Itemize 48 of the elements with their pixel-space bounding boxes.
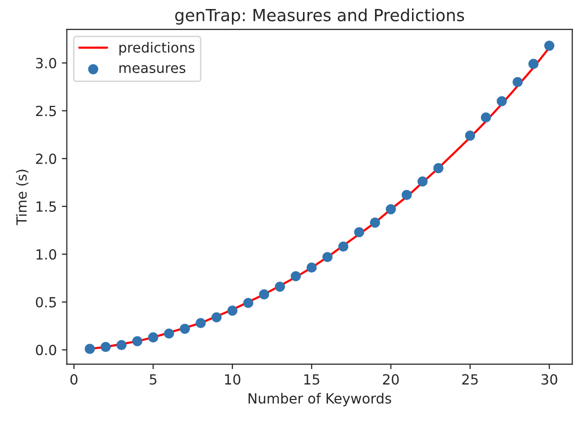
point (259, 289, 270, 300)
point (417, 176, 428, 187)
point (464, 130, 476, 141)
point (274, 282, 286, 292)
x-tick-label: 10 (225, 374, 240, 385)
point (227, 306, 238, 316)
point (402, 190, 412, 200)
x-axis-title: Number of Keywords (248, 392, 392, 406)
y-tick-label: 3.0 (36, 58, 56, 68)
chart-title: genTrap: Measures and Predictions (175, 8, 464, 25)
point (290, 271, 301, 282)
point (496, 96, 507, 106)
point (196, 318, 206, 328)
point (243, 298, 254, 308)
point (528, 58, 539, 69)
point (370, 218, 380, 228)
point (211, 312, 222, 322)
y-axis-title: Time (s) (16, 170, 28, 226)
point (164, 328, 174, 339)
point (338, 241, 348, 252)
point (132, 336, 142, 346)
x-tick-label: 25 (462, 374, 478, 385)
x-tick-label: 30 (542, 374, 558, 385)
x-tick-label: 0 (70, 374, 78, 385)
y-tick-label: 2.0 (36, 154, 56, 164)
point (354, 227, 364, 238)
y-tick-label: 1.5 (36, 202, 56, 212)
y-tick-label: 1.0 (36, 249, 56, 260)
y-tick-label: 0.0 (36, 344, 56, 356)
point (306, 262, 317, 273)
point (148, 332, 158, 342)
point (480, 112, 492, 123)
point (433, 163, 444, 174)
point (512, 76, 523, 88)
point (84, 344, 95, 354)
x-tick-label: 5 (150, 374, 156, 385)
point (386, 204, 396, 214)
x-tick-label: 20 (383, 374, 399, 385)
legend-label: measures (119, 65, 186, 74)
x-tick-label: 15 (304, 374, 320, 385)
legend-label: predictions (119, 42, 194, 56)
point (544, 40, 554, 51)
point (322, 252, 333, 262)
y-tick-label: 2.5 (36, 106, 56, 116)
point (180, 324, 190, 334)
y-tick-label: 0.5 (36, 296, 56, 308)
point (100, 342, 111, 352)
point (116, 340, 127, 350)
